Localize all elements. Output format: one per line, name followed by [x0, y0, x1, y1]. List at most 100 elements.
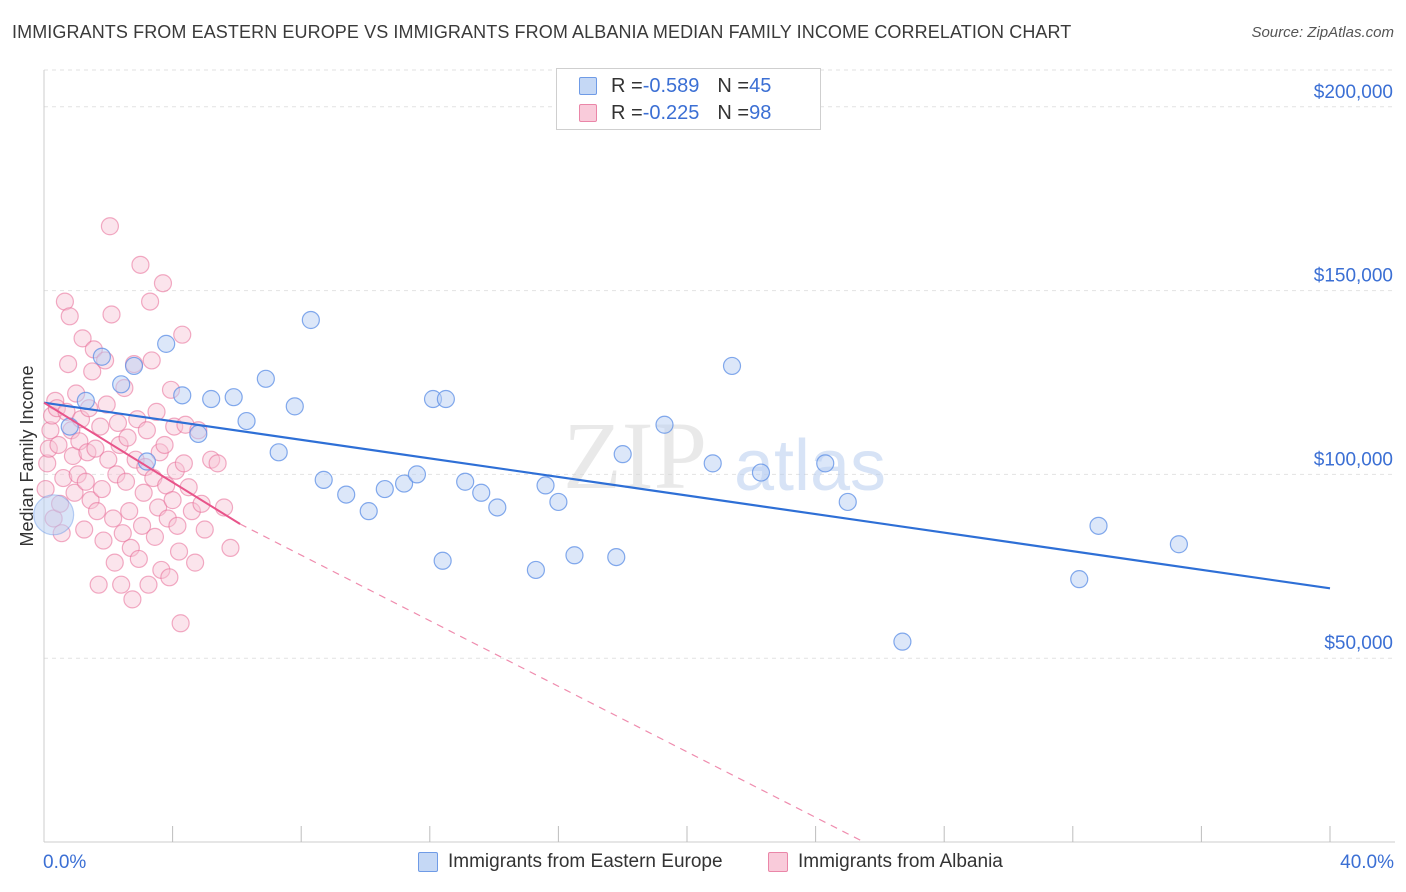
point-eastern-europe: [256, 369, 275, 388]
point-albania: [123, 590, 142, 609]
point-eastern-europe: [549, 492, 568, 512]
point-eastern-europe: [1169, 535, 1188, 554]
point-albania: [116, 472, 136, 491]
series-albania: [36, 217, 240, 633]
point-eastern-europe: [269, 443, 288, 462]
pink-swatch: [768, 852, 788, 872]
point-eastern-europe: [655, 415, 674, 434]
point-eastern-europe: [472, 483, 491, 502]
point-eastern-europe: [173, 386, 192, 405]
y-tick-label: $100,000: [1314, 449, 1393, 470]
point-eastern-europe: [613, 445, 632, 464]
point-albania: [174, 454, 193, 473]
point-albania: [39, 439, 58, 458]
point-eastern-europe: [92, 347, 111, 366]
r-label: R =: [611, 101, 643, 124]
point-albania: [221, 538, 240, 558]
stats-legend: R = -0.589 N = 45 R = -0.225 N = 98: [556, 68, 821, 130]
point-eastern-europe: [751, 463, 771, 482]
stats-row-eastern-europe: R = -0.589 N = 45: [579, 73, 771, 99]
point-eastern-europe: [202, 389, 221, 409]
point-albania: [153, 274, 173, 293]
point-albania: [99, 450, 118, 469]
point-albania: [49, 435, 68, 455]
point-albania: [163, 491, 182, 510]
blue-swatch: [579, 77, 597, 95]
point-albania: [91, 417, 110, 436]
point-eastern-europe: [607, 547, 626, 567]
point-eastern-europe: [816, 454, 835, 473]
watermark-zip: ZIP: [563, 402, 707, 509]
point-albania: [160, 568, 179, 587]
x-tick-label-max: 40.0%: [1340, 852, 1394, 873]
n-value: 45: [749, 74, 772, 97]
point-albania: [92, 479, 111, 499]
point-albania: [55, 292, 74, 311]
trend-line-eastern-europe: [43, 401, 1331, 590]
point-eastern-europe: [1070, 570, 1089, 589]
point-albania: [83, 362, 102, 381]
point-eastern-europe: [1089, 516, 1108, 535]
point-albania: [73, 329, 92, 348]
point-eastern-europe: [314, 470, 333, 489]
point-albania: [171, 614, 190, 633]
point-albania: [104, 509, 123, 528]
legend-label: Immigrants from Albania: [798, 851, 1003, 872]
point-eastern-europe: [433, 551, 452, 570]
point-eastern-europe: [488, 498, 507, 517]
point-albania: [158, 509, 177, 528]
series-eastern-europe: [33, 310, 1188, 651]
point-albania: [105, 553, 124, 572]
n-label: N =: [717, 101, 750, 124]
point-eastern-europe: [394, 474, 414, 493]
point-albania: [147, 402, 166, 421]
trend-line-albania: [43, 401, 241, 525]
point-albania: [139, 575, 158, 594]
n-value: 98: [749, 101, 772, 124]
point-albania: [132, 516, 152, 535]
point-albania: [182, 502, 201, 521]
point-albania: [120, 502, 139, 521]
chart-title: IMMIGRANTS FROM EASTERN EUROPE VS IMMIGR…: [12, 22, 1072, 42]
point-eastern-europe: [301, 310, 320, 330]
point-albania: [168, 516, 187, 535]
blue-swatch: [418, 852, 438, 872]
point-eastern-europe: [124, 356, 144, 376]
point-albania: [75, 520, 94, 539]
point-eastern-europe: [237, 411, 256, 431]
point-albania: [129, 549, 148, 569]
point-albania: [97, 395, 116, 414]
legend-label: Immigrants from Eastern Europe: [448, 851, 723, 872]
point-albania: [81, 491, 100, 510]
point-albania: [155, 435, 174, 455]
point-eastern-europe: [189, 424, 208, 444]
point-albania: [60, 307, 79, 326]
point-eastern-europe: [359, 502, 378, 521]
point-eastern-europe: [157, 334, 176, 353]
point-albania: [107, 465, 126, 484]
point-albania: [192, 494, 211, 513]
point-albania: [118, 428, 137, 447]
point-albania: [142, 351, 161, 370]
point-eastern-europe: [112, 375, 131, 394]
r-value: -0.589: [642, 74, 700, 97]
point-albania: [208, 454, 227, 473]
point-albania: [59, 354, 78, 374]
point-eastern-europe: [285, 397, 304, 416]
point-eastern-europe: [60, 417, 79, 436]
legend-item-albania[interactable]: Immigrants from Albania: [768, 851, 1003, 873]
point-eastern-europe: [337, 485, 356, 504]
point-eastern-europe: [565, 546, 584, 565]
point-albania: [38, 454, 57, 473]
point-albania: [65, 483, 84, 502]
point-albania: [100, 217, 120, 236]
r-label: R =: [611, 74, 643, 97]
point-albania: [94, 531, 113, 550]
legend-item-eastern-europe[interactable]: Immigrants from Eastern Europe: [418, 851, 723, 873]
point-albania: [76, 472, 95, 491]
point-eastern-europe: [703, 454, 722, 473]
point-eastern-europe: [224, 388, 243, 407]
r-value: -0.225: [642, 101, 700, 124]
point-albania: [145, 527, 165, 546]
point-eastern-europe: [722, 356, 742, 376]
